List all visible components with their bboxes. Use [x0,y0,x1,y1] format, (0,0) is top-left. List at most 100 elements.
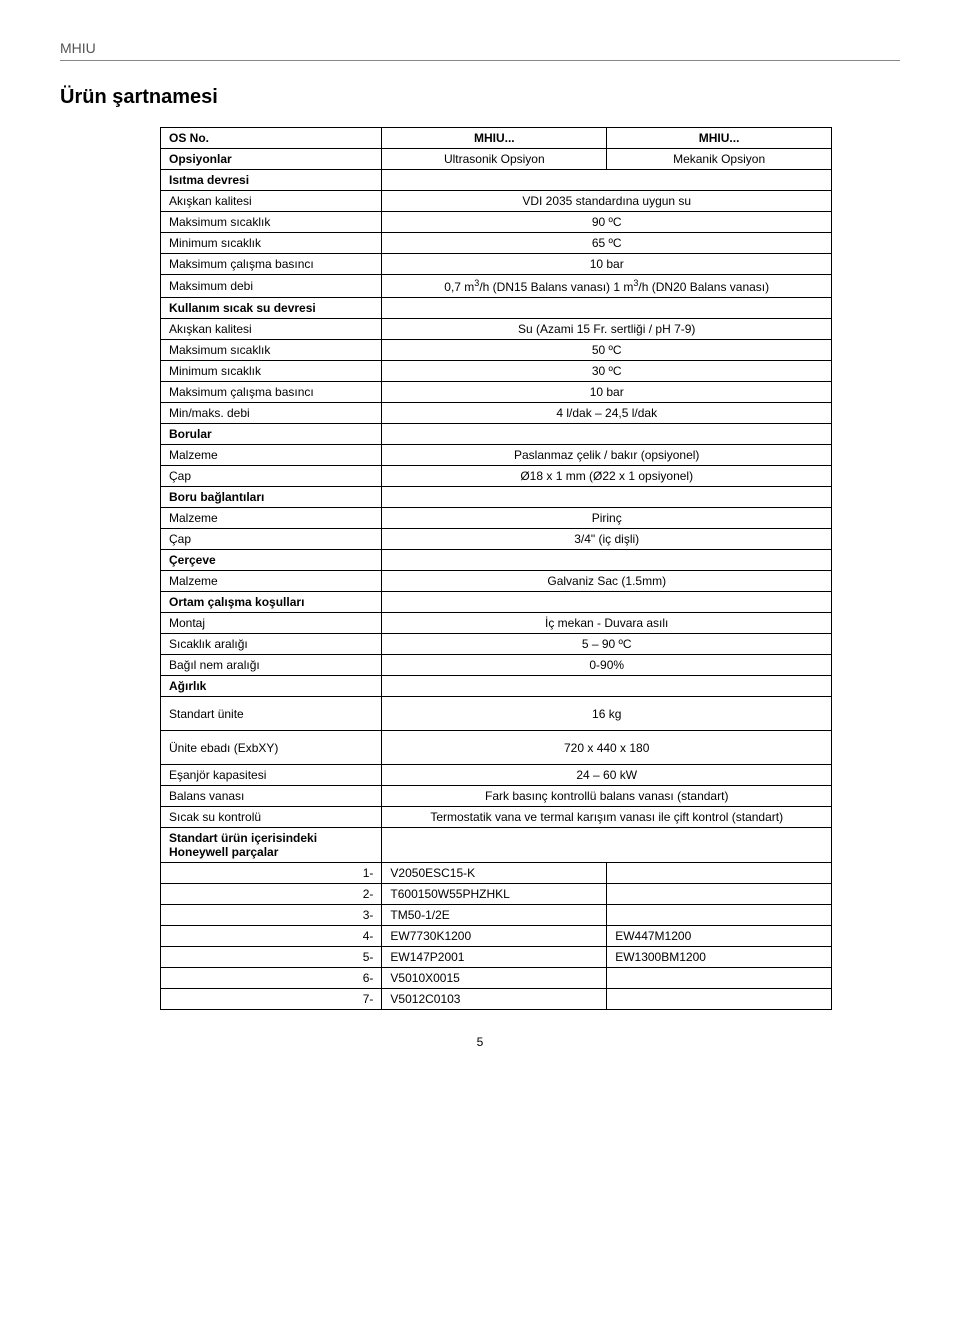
row-value: 10 bar [382,254,832,275]
row-col3: MHIU... [607,128,832,149]
row-value: 3/4" (iç dişli) [382,529,832,550]
part-code-1: EW147P2001 [382,947,607,968]
row-value: 4 l/dak – 24,5 l/dak [382,403,832,424]
table-row: Sıcaklık aralığı5 – 90 ºC [161,634,832,655]
section-value [382,592,832,613]
row-label: Maksimum sıcaklık [161,212,382,233]
table-row: Akışkan kalitesiSu (Azami 15 Fr. sertliğ… [161,319,832,340]
part-index: 5- [161,947,382,968]
part-index: 1- [161,863,382,884]
part-code-2: EW1300BM1200 [607,947,832,968]
table-row: Çap3/4" (iç dişli) [161,529,832,550]
table-row: Minimum sıcaklık65 ºC [161,233,832,254]
row-label: Maksimum çalışma basıncı [161,382,382,403]
table-row: 1-V2050ESC15-K [161,863,832,884]
row-value: İç mekan - Duvara asılı [382,613,832,634]
part-code-2 [607,863,832,884]
table-row: Standart ürün içerisindeki Honeywell par… [161,828,832,863]
table-row: 7-V5012C0103 [161,989,832,1010]
row-value: 30 ºC [382,361,832,382]
page-container: MHIU Ürün şartnamesi OS No.MHIU...MHIU..… [0,0,960,1079]
table-row: Kullanım sıcak su devresi [161,298,832,319]
row-label: Eşanjör kapasitesi [161,765,382,786]
section-label: Kullanım sıcak su devresi [161,298,382,319]
table-row: Maksimum debi0,7 m3/h (DN15 Balans vanas… [161,275,832,298]
section-value [382,676,832,697]
row-label: Minimum sıcaklık [161,361,382,382]
table-row: Maksimum sıcaklık50 ºC [161,340,832,361]
part-code-1: V2050ESC15-K [382,863,607,884]
table-row: Sıcak su kontrolüTermostatik vana ve ter… [161,807,832,828]
row-label: Sıcaklık aralığı [161,634,382,655]
row-value: Su (Azami 15 Fr. sertliği / pH 7-9) [382,319,832,340]
table-row: Min/maks. debi4 l/dak – 24,5 l/dak [161,403,832,424]
spec-table-body: OS No.MHIU...MHIU...OpsiyonlarUltrasonik… [161,128,832,1010]
row-value: 24 – 60 kW [382,765,832,786]
section-label: Ortam çalışma koşulları [161,592,382,613]
row-value: 65 ºC [382,233,832,254]
table-row: Minimum sıcaklık30 ºC [161,361,832,382]
row-value: Ø18 x 1 mm (Ø22 x 1 opsiyonel) [382,466,832,487]
row-label: Montaj [161,613,382,634]
table-row: 3-TM50-1/2E [161,905,832,926]
row-label: Standart ünite [161,697,382,731]
header-product-code: MHIU [60,40,900,56]
table-row: Ünite ebadı (ExbXY)720 x 440 x 180 [161,731,832,765]
row-label: Malzeme [161,571,382,592]
row-value: Fark basınç kontrollü balans vanası (sta… [382,786,832,807]
row-label: Sıcak su kontrolü [161,807,382,828]
row-value: 90 ºC [382,212,832,233]
section-label: Isıtma devresi [161,170,382,191]
row-value: Pirinç [382,508,832,529]
section-label: Ağırlık [161,676,382,697]
row-value: Termostatik vana ve termal karışım vanas… [382,807,832,828]
part-index: 7- [161,989,382,1010]
row-value: VDI 2035 standardına uygun su [382,191,832,212]
table-row: MalzemeGalvaniz Sac (1.5mm) [161,571,832,592]
section-title: Ürün şartnamesi [60,86,900,109]
section-label: Boru bağlantıları [161,487,382,508]
table-row: ÇapØ18 x 1 mm (Ø22 x 1 opsiyonel) [161,466,832,487]
table-row: 4-EW7730K1200EW447M1200 [161,926,832,947]
table-row: MalzemePirinç [161,508,832,529]
section-label: Çerçeve [161,550,382,571]
row-value: 5 – 90 ºC [382,634,832,655]
row-label: Balans vanası [161,786,382,807]
header-divider [60,60,900,61]
table-row: Borular [161,424,832,445]
row-value: 10 bar [382,382,832,403]
row-label: Ünite ebadı (ExbXY) [161,731,382,765]
table-row: Eşanjör kapasitesi24 – 60 kW [161,765,832,786]
row-label: Maksimum debi [161,275,382,298]
part-code-2: EW447M1200 [607,926,832,947]
part-code-1: V5012C0103 [382,989,607,1010]
table-row: MalzemePaslanmaz çelik / bakır (opsiyone… [161,445,832,466]
part-index: 3- [161,905,382,926]
section-label: Borular [161,424,382,445]
row-col3: Mekanik Opsiyon [607,149,832,170]
section-value [382,424,832,445]
part-code-2 [607,884,832,905]
part-index: 4- [161,926,382,947]
section-value [382,298,832,319]
row-label: Opsiyonlar [161,149,382,170]
row-value: 0-90% [382,655,832,676]
row-label: Minimum sıcaklık [161,233,382,254]
row-label: Akışkan kalitesi [161,319,382,340]
table-row: Boru bağlantıları [161,487,832,508]
table-row: Maksimum çalışma basıncı10 bar [161,254,832,275]
table-row: Bağıl nem aralığı0-90% [161,655,832,676]
row-label: Çap [161,529,382,550]
row-value: 16 kg [382,697,832,731]
part-code-1: TM50-1/2E [382,905,607,926]
table-row: 5-EW147P2001EW1300BM1200 [161,947,832,968]
row-label: Maksimum sıcaklık [161,340,382,361]
part-code-1: V5010X0015 [382,968,607,989]
table-row: Ortam çalışma koşulları [161,592,832,613]
table-row: 6-V5010X0015 [161,968,832,989]
part-code-1: T600150W55PHZHKL [382,884,607,905]
table-row: Balans vanasıFark basınç kontrollü balan… [161,786,832,807]
row-label: Çap [161,466,382,487]
row-label: OS No. [161,128,382,149]
table-row: Maksimum sıcaklık90 ºC [161,212,832,233]
